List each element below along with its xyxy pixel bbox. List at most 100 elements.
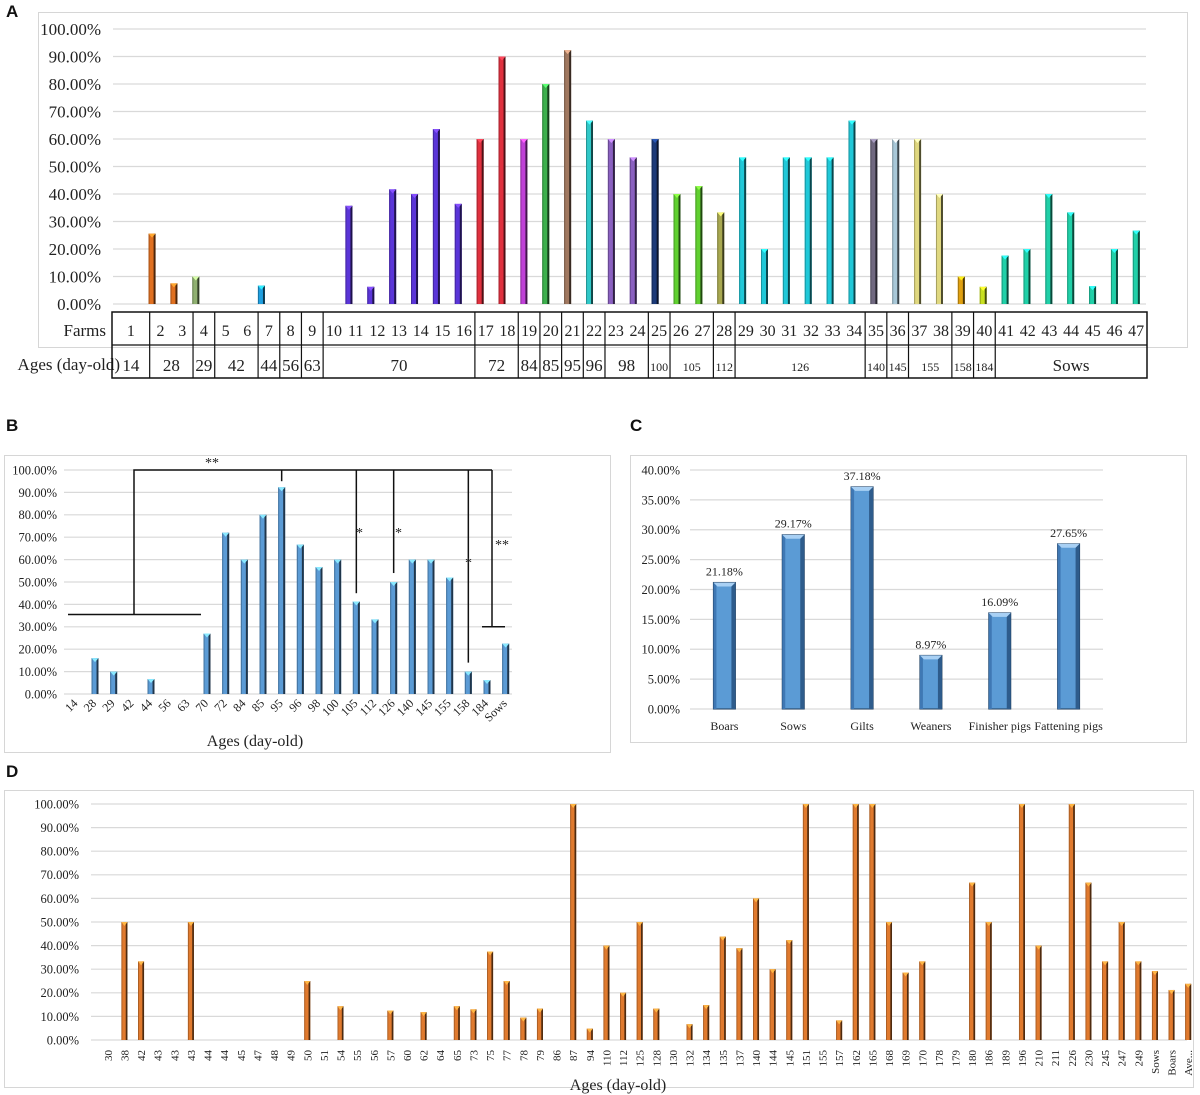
panel-c-x-tick: Fattening pigs <box>1034 719 1103 733</box>
age-group-label: 96 <box>586 356 603 375</box>
panel-d-x-tick: 180 <box>967 1050 979 1067</box>
age-group-label: 98 <box>618 356 635 375</box>
panel-b-x-tick: 28 <box>81 696 99 714</box>
farm-label: 43 <box>1041 323 1057 340</box>
panel-c-y-tick: 25.00% <box>641 553 680 567</box>
significance-bracket <box>133 469 492 615</box>
age-group-label: 84 <box>521 356 539 375</box>
panel-c-x-tick: Weaners <box>910 719 951 733</box>
panel-d-y-tick: 90.00% <box>40 821 79 835</box>
panel-b-y-tick: 70.00% <box>18 531 57 545</box>
panel-d-x-tick: 56 <box>369 1050 381 1062</box>
age-group-label: 100 <box>650 360 668 374</box>
panel-b-x-tick: 70 <box>193 696 211 714</box>
panel-a-y-tick: 50.00% <box>49 157 101 176</box>
panel-d-bar <box>453 1006 460 1040</box>
panel-d-x-tick: 128 <box>651 1050 663 1067</box>
age-group-label: 29 <box>195 356 212 375</box>
panel-b-bar <box>427 559 435 694</box>
farm-label: 41 <box>998 323 1014 340</box>
panel-b-bar <box>222 532 230 694</box>
farm-label: 5 <box>222 323 230 340</box>
panel-a-y-tick: 90.00% <box>49 47 101 66</box>
panel-b-y-tick: 20.00% <box>18 643 57 657</box>
panel-d-bar <box>1035 945 1042 1040</box>
panel-a-bar <box>454 203 462 304</box>
panel-b-bar <box>278 487 286 694</box>
panel-c-bar <box>1057 543 1081 710</box>
farm-label: 20 <box>543 323 559 340</box>
panel-d-x-tick: 179 <box>950 1050 962 1067</box>
farm-label: 13 <box>391 323 407 340</box>
panel-d-x-tick: 130 <box>668 1050 680 1067</box>
panel-a-bar <box>1132 230 1140 304</box>
panel-d-y-tick: 20.00% <box>40 986 79 1000</box>
panel-d-x-tick: 137 <box>734 1050 746 1067</box>
farm-label: 4 <box>200 323 208 340</box>
panel-a-bar <box>192 276 200 304</box>
panel-c-data-label: 16.09% <box>981 595 1018 609</box>
panel-d-y-tick: 30.00% <box>40 963 79 977</box>
panel-a-bar <box>1110 249 1118 304</box>
panel-a-bar <box>935 194 943 304</box>
panel-b-x-title: Ages (day-old) <box>207 733 303 750</box>
farm-label: 1 <box>127 323 135 340</box>
panel-b-x-tick: 56 <box>155 696 173 714</box>
panel-a-y-tick: 80.00% <box>49 75 101 94</box>
panel-c-data-label: 21.18% <box>706 564 743 578</box>
farm-label: 44 <box>1063 323 1079 340</box>
panel-d-x-tick: 226 <box>1067 1050 1079 1067</box>
panel-d-bar <box>536 1008 543 1040</box>
panel-c-y-tick: 35.00% <box>641 493 680 507</box>
farm-label: 21 <box>564 323 580 340</box>
panel-d-x-tick: 42 <box>136 1050 148 1061</box>
panel-a-bar <box>848 120 856 304</box>
panel-d-x-tick: 62 <box>419 1050 431 1061</box>
panel-d-y-tick: 80.00% <box>40 845 79 859</box>
panel-d-x-tick: 140 <box>751 1050 763 1067</box>
panel-d-y-tick: 100.00% <box>34 797 79 811</box>
panel-d-bar <box>586 1028 593 1040</box>
farm-label: 29 <box>738 323 754 340</box>
age-group-label: 85 <box>542 356 559 375</box>
panel-a-bar <box>1089 286 1097 304</box>
panel-d-x-tick: 110 <box>601 1050 613 1067</box>
farm-label: 7 <box>265 323 273 340</box>
panel-d-bar <box>1168 989 1175 1040</box>
panel-b-y-tick: 0.00% <box>25 687 57 701</box>
panel-c-y-tick: 40.00% <box>641 463 680 477</box>
panel-b-y-tick: 80.00% <box>18 508 57 522</box>
panel-b-x-tick: 42 <box>118 696 136 714</box>
panel-d-chart: 0.00% 10.00% 20.00% 30.00% 40.00% 50.00% 60.00… <box>34 797 1195 1094</box>
panel-b-x-tick: 84 <box>230 696 248 714</box>
panel-a-y-tick: 10.00% <box>49 267 101 286</box>
panel-c-x-tick: Finisher pigs <box>969 719 1032 733</box>
panel-b-bar <box>390 582 398 694</box>
panel-b-x-tick: 72 <box>211 696 229 714</box>
panel-c-y-tick: 5.00% <box>648 673 680 687</box>
panel-d-x-title: Ages (day-old) <box>570 1077 666 1094</box>
panel-c-data-label: 8.97% <box>915 637 946 651</box>
panel-b-bar <box>446 577 454 694</box>
panel-d-bar <box>1151 971 1158 1040</box>
panel-d-bar <box>985 922 992 1040</box>
panel-d-x-tick: 77 <box>502 1050 514 1062</box>
panel-d-x-tick: 211 <box>1050 1050 1062 1066</box>
panel-d-x-tick: 48 <box>269 1050 281 1062</box>
age-group-label: 155 <box>921 360 939 374</box>
farm-label: 33 <box>825 323 841 340</box>
panel-a-y-tick: 20.00% <box>49 240 101 259</box>
farm-label: 24 <box>630 323 646 340</box>
significance-marker: * <box>395 526 402 541</box>
panel-d-bar <box>1135 961 1142 1040</box>
panel-d-x-tick: 245 <box>1100 1050 1112 1067</box>
panel-b-x-tick: 44 <box>137 696 155 714</box>
panel-d-x-tick: 45 <box>236 1050 248 1062</box>
panel-a-bar <box>1045 194 1053 304</box>
panel-a-bar <box>957 276 965 304</box>
panel-a-bar <box>586 120 594 304</box>
panel-b-bar <box>259 514 267 694</box>
age-group-label: 184 <box>975 360 993 374</box>
panel-letter-b: B <box>6 416 19 435</box>
panel-b-y-tick: 10.00% <box>18 665 57 679</box>
